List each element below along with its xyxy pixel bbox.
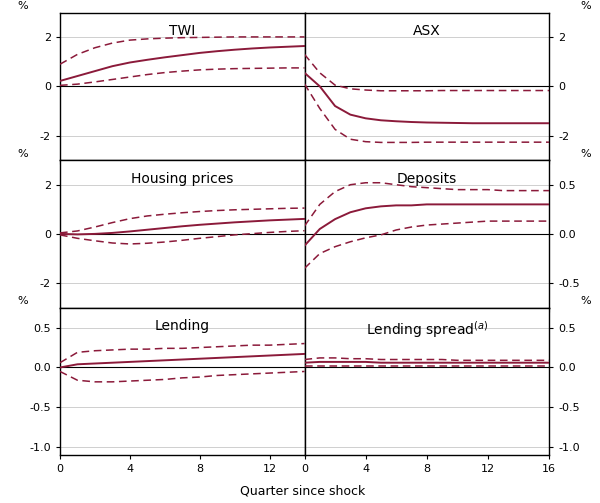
Text: Deposits: Deposits	[397, 172, 457, 186]
Text: %: %	[17, 149, 28, 158]
Text: %: %	[17, 296, 28, 306]
Text: %: %	[581, 149, 592, 158]
Text: Quarter since shock: Quarter since shock	[241, 485, 365, 498]
Text: ASX: ASX	[413, 24, 440, 38]
Text: Lending: Lending	[155, 319, 210, 333]
Text: %: %	[17, 1, 28, 11]
Text: TWI: TWI	[169, 24, 196, 38]
Text: %: %	[581, 1, 592, 11]
Text: %: %	[581, 296, 592, 306]
Text: Housing prices: Housing prices	[131, 172, 233, 186]
Text: Lending spread$^{(a)}$: Lending spread$^{(a)}$	[365, 319, 488, 341]
